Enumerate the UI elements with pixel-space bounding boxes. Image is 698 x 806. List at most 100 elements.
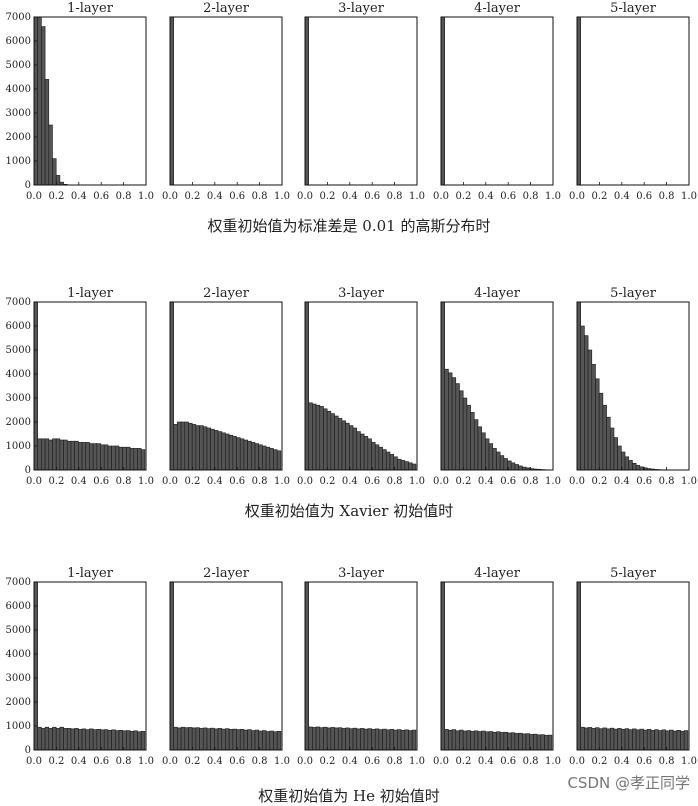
histogram-bar [174,727,178,750]
histogram-bar [177,422,181,470]
histogram-bar [342,421,346,470]
histogram-bar [174,424,178,470]
histogram-bar [500,456,504,470]
histogram-bar [397,459,401,470]
histogram-bar [316,727,320,750]
histogram-bar [255,444,259,470]
x-tick-label: 0.4 [207,476,223,487]
x-tick-label: 0.2 [184,191,200,202]
x-tick-label: 0.6 [229,756,245,767]
axes-frame [577,582,689,750]
histogram-bar [188,423,192,470]
histogram-bar [45,79,49,185]
y-tick-label: 1000 [6,156,31,167]
x-tick-label: 0.2 [591,191,607,202]
histogram-bar [592,364,596,470]
histogram-bar [203,728,207,750]
x-tick-label: 1.0 [138,476,154,487]
y-tick-label: 5000 [6,345,31,356]
x-tick-label: 0.4 [614,756,630,767]
axes-frame [577,17,689,185]
histogram-bar [141,450,145,470]
histogram-bar [266,447,270,470]
histogram-bar [64,440,68,470]
x-tick-label: 0.8 [659,476,675,487]
histogram-bar [41,27,45,185]
histogram-bar [320,406,324,470]
x-tick-label: 0.8 [387,476,403,487]
histogram-bar [335,728,339,750]
histogram-bar [515,733,519,750]
histogram-bar [511,463,515,470]
histogram-bar [331,727,335,750]
histogram-bar [101,445,105,470]
histogram-bar [137,448,141,470]
histogram-bar [401,460,405,470]
histogram-bar [126,731,130,750]
histogram-bar [338,728,342,750]
histogram-bar [244,730,248,750]
x-tick-label: 0.6 [93,191,109,202]
x-tick-label: 0.6 [500,476,516,487]
axes-frame [305,582,417,750]
histogram-bar [459,730,463,750]
x-tick-label: 1.0 [545,476,561,487]
panel-title: 1-layer [67,1,114,16]
panel-title: 3-layer [338,566,385,581]
x-tick-label: 0.6 [93,476,109,487]
histogram-bar [331,414,335,470]
section-caption-xavier: 权重初始值为 Xavier 初始值时 [0,500,698,521]
histogram-bar [49,728,53,750]
histogram-bar [229,729,233,750]
x-tick-label: 0.2 [319,191,335,202]
histogram-bar [251,731,255,750]
histogram-bar [386,452,390,470]
histogram-bar [618,728,622,750]
histogram-bar [52,159,56,185]
histogram-bar [544,735,548,750]
histogram-bar [134,448,138,470]
histogram-bar [496,732,500,750]
csdn-watermark: CSDN @孝正同学 [567,772,690,793]
panel-title: 4-layer [474,566,521,581]
histogram-bar [38,439,42,470]
histogram-bar [255,730,259,750]
histogram-bar [320,728,324,750]
y-tick-label: 4000 [6,84,31,95]
histogram-bar [482,731,486,750]
histogram-bar [93,730,97,750]
histogram-bar [493,448,497,470]
panel-title: 5-layer [610,566,657,581]
histogram-bar [467,731,471,750]
y-tick-label: 1000 [6,721,31,732]
histogram-bar [368,729,372,750]
x-tick-label: 0.2 [319,476,335,487]
histogram-bar [632,729,636,750]
histogram-bar [390,454,394,470]
y-tick-label: 1000 [6,441,31,452]
histogram-bar [115,731,119,750]
histogram-bar [478,427,482,470]
histogram-bar [412,464,416,470]
histogram-bar [584,728,588,750]
histogram-bar [38,727,42,750]
histogram-bar [34,302,38,470]
x-tick-label: 0.2 [48,191,64,202]
histogram-bar [496,452,500,470]
histogram-bar [327,728,331,750]
x-tick-label: 0.0 [26,476,42,487]
x-tick-label: 0.4 [614,476,630,487]
histogram-bar [115,446,119,470]
x-tick-label: 0.2 [591,476,607,487]
histogram-bar [45,439,49,470]
histogram-bar [119,730,123,750]
histogram-bar [214,430,218,470]
histogram-bar [669,730,673,750]
histogram-bar [640,729,644,750]
histogram-bar [625,729,629,750]
